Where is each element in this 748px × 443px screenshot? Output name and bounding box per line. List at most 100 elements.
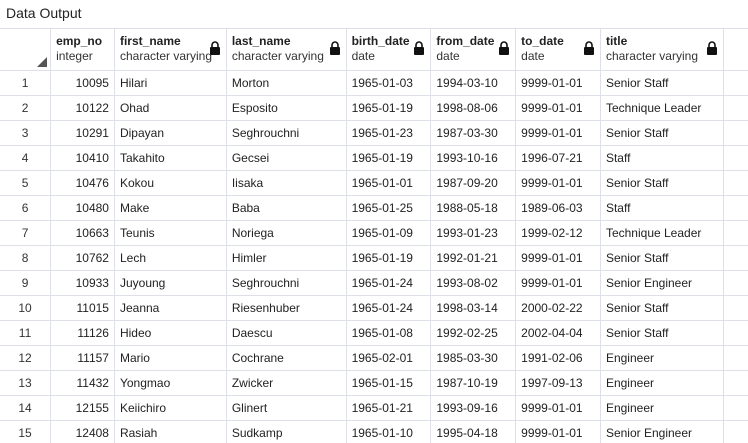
table-cell[interactable]: 1965-02-01 [346, 345, 432, 371]
table-cell[interactable]: Staff [600, 195, 724, 221]
table-cell[interactable]: Gecsei [226, 145, 347, 171]
table-cell[interactable]: 1998-08-06 [430, 95, 517, 121]
table-cell[interactable]: 9999-01-01 [515, 170, 601, 196]
table-cell[interactable]: 9999-01-01 [515, 420, 601, 443]
table-cell[interactable]: Daescu [226, 320, 347, 346]
table-cell[interactable]: 10480 [50, 195, 115, 221]
table-row[interactable]: 8 10762 Lech Himler 1965-01-19 1992-01-21 9999… [0, 245, 748, 271]
table-cell[interactable]: Technique Leader [600, 220, 724, 246]
table-cell[interactable]: 1965-01-25 [346, 195, 432, 221]
table-cell[interactable]: Seghrouchni [226, 120, 347, 146]
table-cell[interactable]: Ohad [114, 95, 227, 121]
table-cell[interactable]: Engineer [600, 345, 724, 371]
table-cell[interactable]: 10410 [50, 145, 115, 171]
table-cell[interactable]: Hilari [114, 70, 227, 96]
table-cell[interactable]: 1987-03-30 [430, 120, 517, 146]
table-cell[interactable]: 1995-04-18 [430, 420, 517, 443]
table-cell[interactable]: Technique Leader [600, 95, 724, 121]
table-cell[interactable]: 12155 [50, 395, 115, 421]
table-cell[interactable]: Yongmao [114, 370, 227, 396]
row-number[interactable]: 4 [0, 145, 52, 171]
table-cell[interactable]: 10762 [50, 245, 115, 271]
table-cell[interactable]: Teunis [114, 220, 227, 246]
table-cell[interactable]: Senior Staff [600, 170, 724, 196]
table-cell[interactable]: Seghrouchni [226, 270, 347, 296]
column-header-emp-no[interactable]: emp_no integer [50, 29, 115, 71]
table-cell[interactable]: 1991-02-06 [515, 345, 601, 371]
table-cell[interactable]: Cochrane [226, 345, 347, 371]
table-cell[interactable]: Sudkamp [226, 420, 347, 443]
table-cell[interactable]: 1987-10-19 [430, 370, 517, 396]
table-cell[interactable]: Senior Staff [600, 70, 724, 96]
row-number[interactable]: 1 [0, 70, 52, 96]
table-cell[interactable]: 1993-01-23 [430, 220, 517, 246]
table-cell[interactable]: Engineer [600, 370, 724, 396]
table-cell[interactable]: 1987-09-20 [430, 170, 517, 196]
row-number[interactable]: 14 [0, 395, 52, 421]
table-row[interactable]: 14 12155 Keiichiro Glinert 1965-01-21 1993-09… [0, 395, 748, 421]
table-row[interactable]: 1 10095 Hilari Morton 1965-01-03 1994-03-10 99… [0, 70, 748, 96]
row-number[interactable]: 7 [0, 220, 52, 246]
table-cell[interactable]: Juyoung [114, 270, 227, 296]
table-cell[interactable]: Takahito [114, 145, 227, 171]
table-cell[interactable]: 10933 [50, 270, 115, 296]
table-cell[interactable]: 2000-02-22 [515, 295, 601, 321]
table-cell[interactable]: 11015 [50, 295, 115, 321]
table-cell[interactable]: Baba [226, 195, 347, 221]
table-cell[interactable]: 9999-01-01 [515, 395, 601, 421]
table-row[interactable]: 6 10480 Make Baba 1965-01-25 1988-05-18 1989-0… [0, 195, 748, 221]
table-cell[interactable]: 1992-01-21 [430, 245, 517, 271]
table-row[interactable]: 13 11432 Yongmao Zwicker 1965-01-15 1987-10-1… [0, 370, 748, 396]
table-cell[interactable]: Senior Staff [600, 245, 724, 271]
table-cell[interactable]: 1993-10-16 [430, 145, 517, 171]
table-cell[interactable]: 1994-03-10 [430, 70, 517, 96]
select-all-corner[interactable] [0, 29, 52, 71]
column-header-from-date[interactable]: from_date date [430, 29, 517, 71]
table-cell[interactable]: Iisaka [226, 170, 347, 196]
row-number[interactable]: 15 [0, 420, 52, 443]
table-cell[interactable]: 10663 [50, 220, 115, 246]
row-number[interactable]: 12 [0, 345, 52, 371]
table-cell[interactable]: Keiichiro [114, 395, 227, 421]
table-cell[interactable]: 1965-01-19 [346, 245, 432, 271]
table-cell[interactable]: Zwicker [226, 370, 347, 396]
table-cell[interactable]: 1999-02-12 [515, 220, 601, 246]
table-cell[interactable]: Morton [226, 70, 347, 96]
table-row[interactable]: 15 12408 Rasiah Sudkamp 1965-01-10 1995-04-18… [0, 420, 748, 443]
table-cell[interactable]: Make [114, 195, 227, 221]
column-header-birth-date[interactable]: birth_date date [346, 29, 432, 71]
table-cell[interactable]: 10122 [50, 95, 115, 121]
table-cell[interactable]: 11432 [50, 370, 115, 396]
table-cell[interactable]: 11126 [50, 320, 115, 346]
table-cell[interactable]: Senior Engineer [600, 420, 724, 443]
row-number[interactable]: 13 [0, 370, 52, 396]
column-header-first-name[interactable]: first_name character varying [114, 29, 227, 71]
table-cell[interactable]: 9999-01-01 [515, 245, 601, 271]
table-cell[interactable]: Glinert [226, 395, 347, 421]
row-number[interactable]: 3 [0, 120, 52, 146]
row-number[interactable]: 8 [0, 245, 52, 271]
table-cell[interactable]: Senior Staff [600, 295, 724, 321]
table-cell[interactable]: Esposito [226, 95, 347, 121]
table-row[interactable]: 7 10663 Teunis Noriega 1965-01-09 1993-01-23 1… [0, 220, 748, 246]
table-cell[interactable]: Senior Staff [600, 320, 724, 346]
table-cell[interactable]: Mario [114, 345, 227, 371]
table-cell[interactable]: Staff [600, 145, 724, 171]
table-cell[interactable]: 1965-01-24 [346, 270, 432, 296]
table-cell[interactable]: Lech [114, 245, 227, 271]
table-cell[interactable]: 1993-09-16 [430, 395, 517, 421]
table-cell[interactable]: 9999-01-01 [515, 270, 601, 296]
table-cell[interactable]: 10095 [50, 70, 115, 96]
column-header-title[interactable]: title character varying [600, 29, 724, 71]
table-cell[interactable]: 1965-01-23 [346, 120, 432, 146]
row-number[interactable]: 9 [0, 270, 52, 296]
table-cell[interactable]: 10476 [50, 170, 115, 196]
table-cell[interactable]: Jeanna [114, 295, 227, 321]
table-row[interactable]: 9 10933 Juyoung Seghrouchni 1965-01-24 1993-0… [0, 270, 748, 296]
table-cell[interactable]: 1965-01-01 [346, 170, 432, 196]
row-number[interactable]: 11 [0, 320, 52, 346]
table-row[interactable]: 11 11126 Hideo Daescu 1965-01-08 1992-02-25 20… [0, 320, 748, 346]
table-cell[interactable]: Himler [226, 245, 347, 271]
table-cell[interactable]: 1993-08-02 [430, 270, 517, 296]
table-cell[interactable]: 1965-01-03 [346, 70, 432, 96]
